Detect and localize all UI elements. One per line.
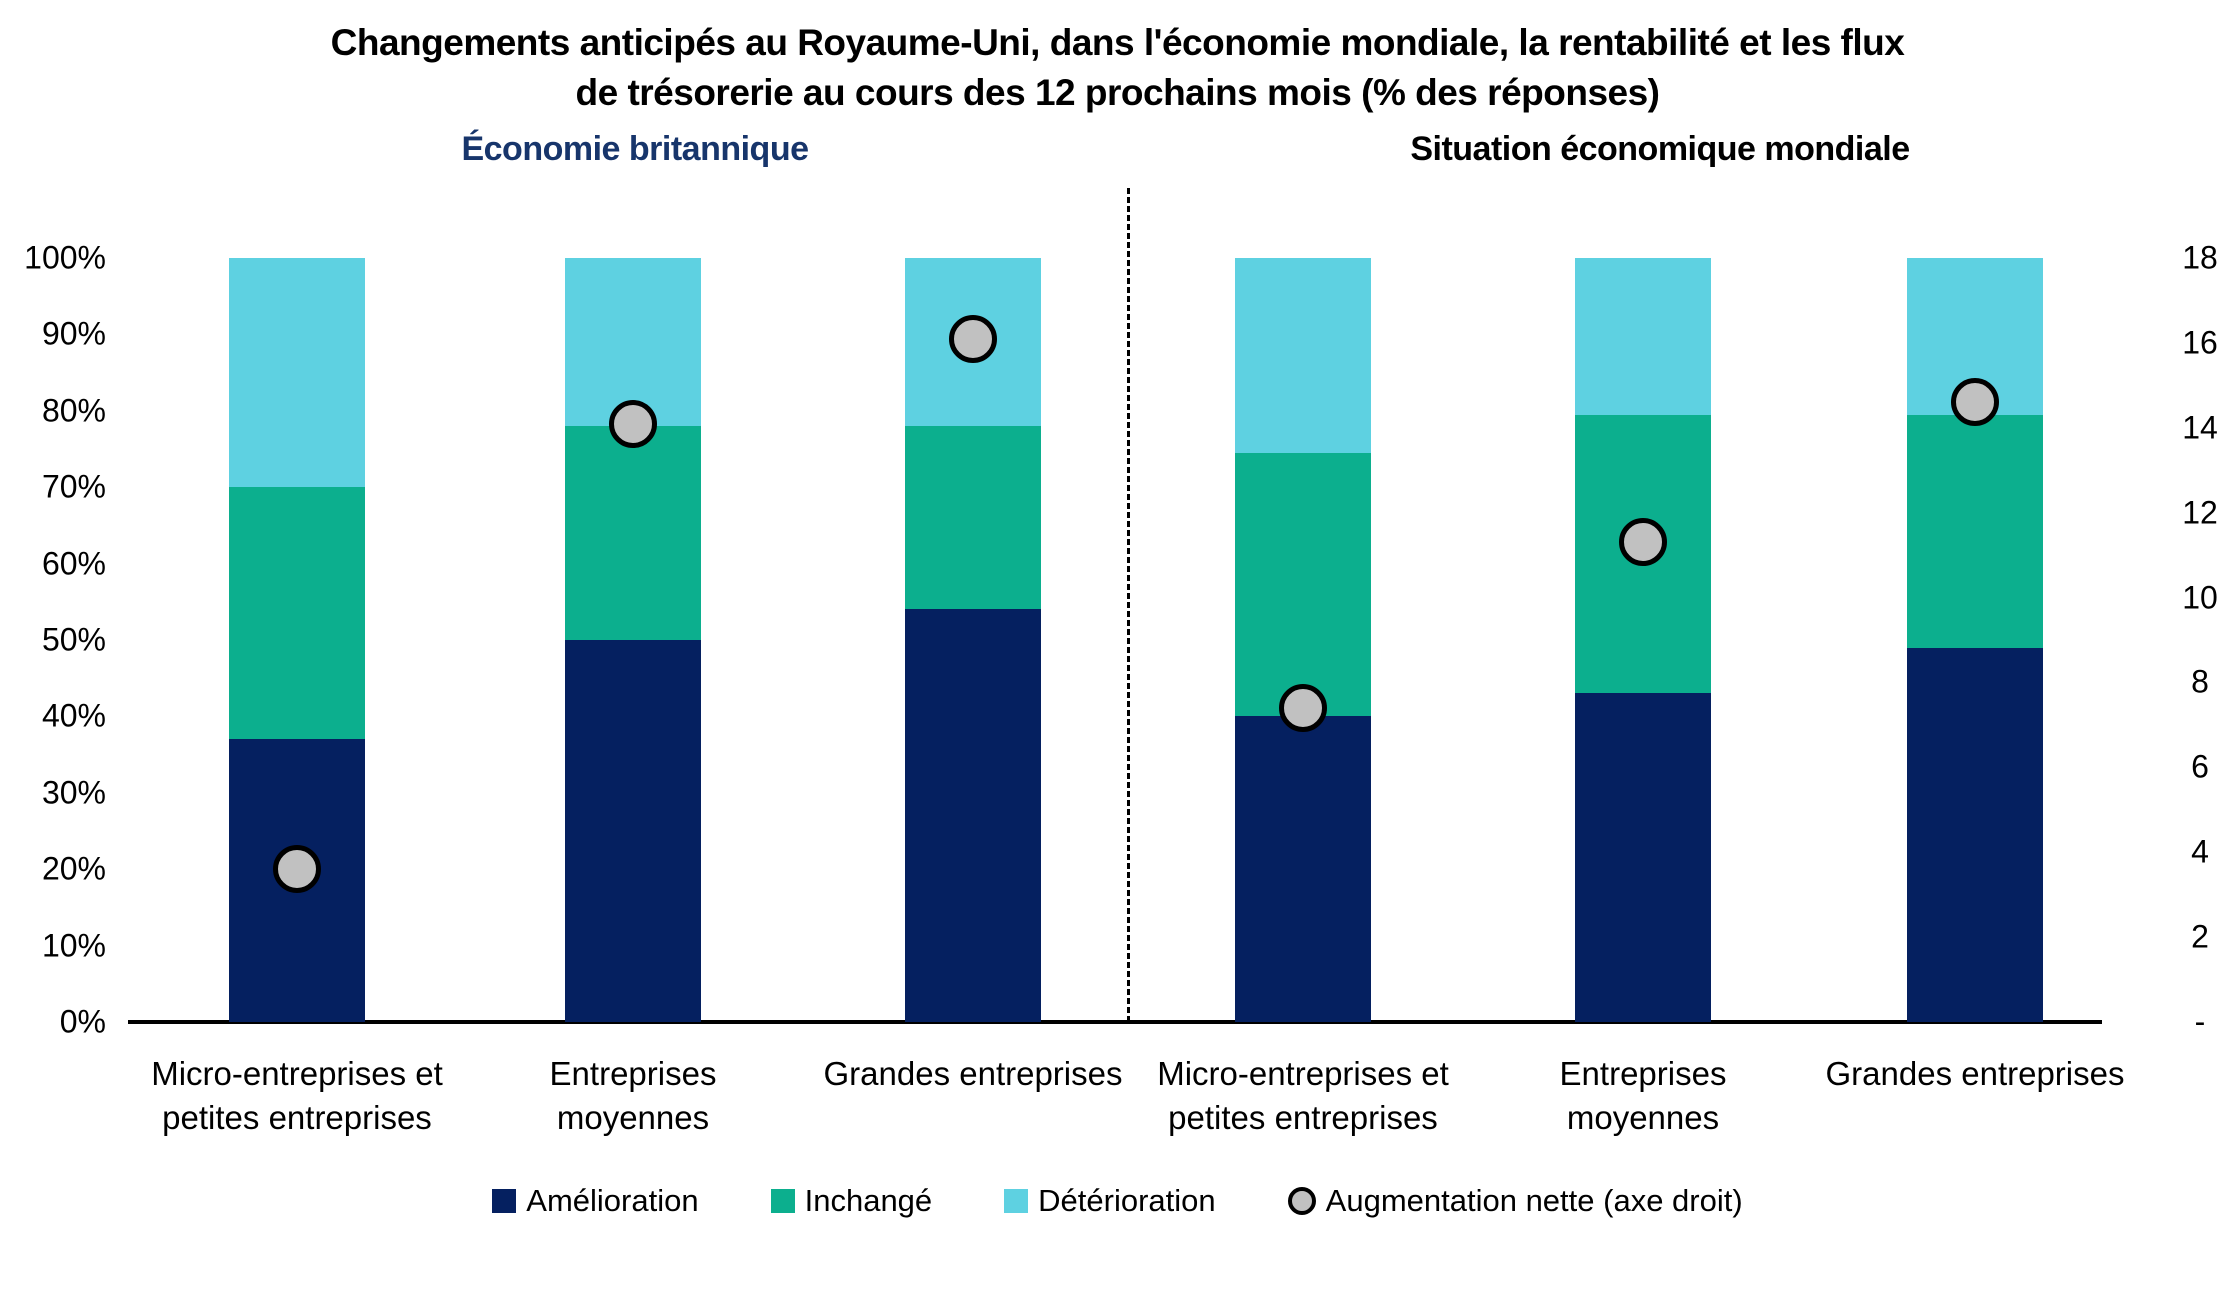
- panel-title-uk-economy: Économie britannique: [461, 130, 809, 168]
- right-axis-tick-label: 6: [2191, 748, 2209, 785]
- chart-title-line2: de trésorerie au cours des 12 prochains …: [575, 72, 1660, 113]
- net-increase-marker: [1951, 378, 1999, 427]
- bar-segment-deterioration: [565, 258, 701, 427]
- legend-swatch-deterioration-icon: [1004, 1189, 1029, 1213]
- left-axis-tick-label: 10%: [41, 927, 106, 964]
- bar-segment-amelioration: [1235, 716, 1371, 1022]
- bar-segment-deterioration: [1235, 258, 1371, 453]
- left-axis-tick-label: 80%: [41, 392, 106, 429]
- net-increase-marker: [1279, 683, 1327, 732]
- legend-item: Inchangé: [770, 1183, 933, 1219]
- legend-swatch-amelioration-icon: [492, 1189, 517, 1213]
- right-axis-tick-label: 8: [2191, 663, 2209, 700]
- legend: Amélioration Inchangé Détérioration Augment…: [0, 1183, 2235, 1219]
- left-axis-tick-label: 70%: [41, 468, 106, 505]
- left-axis-tick-label: 30%: [41, 774, 106, 811]
- legend-marker-circle-icon: [1287, 1187, 1316, 1215]
- right-axis-tick-label: 18: [2182, 239, 2218, 276]
- bar-segment-deterioration: [229, 258, 365, 488]
- category-label: Grandes entreprises: [1825, 1055, 2125, 1092]
- bar-segment-amelioration: [905, 609, 1041, 1022]
- legend-item: Amélioration: [492, 1183, 699, 1219]
- legend-swatch-inchange-icon: [770, 1189, 795, 1213]
- legend-label: Amélioration: [526, 1183, 699, 1218]
- left-axis-tick-label: 20%: [41, 850, 106, 887]
- bar-segment-inchange: [905, 426, 1041, 610]
- x-axis-line: [128, 1020, 2102, 1024]
- net-increase-marker: [1619, 518, 1667, 567]
- left-axis-tick-label: 60%: [41, 545, 106, 582]
- net-increase-marker: [273, 845, 321, 894]
- bar-segment-amelioration: [1907, 647, 2043, 1022]
- category-label: Micro-entreprises et petites entreprises: [151, 1055, 443, 1136]
- right-axis-tick-label: -: [2194, 1003, 2206, 1040]
- category-label: Entreprises moyennes: [549, 1055, 717, 1136]
- right-axis-tick-label: 2: [2191, 918, 2209, 955]
- bar-segment-amelioration: [565, 640, 701, 1022]
- left-axis-tick-label: 50%: [41, 621, 106, 658]
- right-axis-tick-label: 14: [2182, 409, 2218, 446]
- legend-label: Inchangé: [804, 1183, 933, 1218]
- left-axis-tick-label: 100%: [24, 239, 106, 276]
- right-axis-tick-label: 16: [2182, 324, 2218, 361]
- bar-segment-deterioration: [1575, 258, 1711, 415]
- category-label: Grandes entreprises: [823, 1055, 1123, 1092]
- group-divider-dashed-line: [1127, 188, 1130, 1022]
- left-axis-tick-label: 40%: [41, 697, 106, 734]
- bar-segment-inchange: [1907, 414, 2043, 648]
- chart-title-line1: Changements anticipés au Royaume-Uni, da…: [330, 22, 1905, 63]
- net-increase-marker: [949, 314, 997, 363]
- legend-item: Détérioration: [1004, 1183, 1216, 1219]
- net-increase-marker: [609, 399, 657, 448]
- panel-title-global-economy: Situation économique mondiale: [1410, 130, 1910, 168]
- bar-segment-inchange: [565, 426, 701, 640]
- bar-segment-amelioration: [1575, 693, 1711, 1022]
- legend-label: Détérioration: [1038, 1183, 1216, 1218]
- category-label: Micro-entreprises et petites entreprises: [1157, 1055, 1449, 1136]
- left-axis-tick-label: 0%: [59, 1003, 106, 1040]
- bar-segment-inchange: [229, 487, 365, 740]
- legend-item: Augmentation nette (axe droit): [1287, 1183, 1743, 1219]
- bar-segment-inchange: [1235, 452, 1371, 717]
- right-axis-tick-label: 4: [2191, 833, 2209, 870]
- right-axis-tick-label: 10: [2182, 579, 2218, 616]
- legend-label: Augmentation nette (axe droit): [1325, 1183, 1743, 1218]
- left-axis-tick-label: 90%: [41, 315, 106, 352]
- category-label: Entreprises moyennes: [1559, 1055, 1727, 1136]
- right-axis-tick-label: 12: [2182, 494, 2218, 531]
